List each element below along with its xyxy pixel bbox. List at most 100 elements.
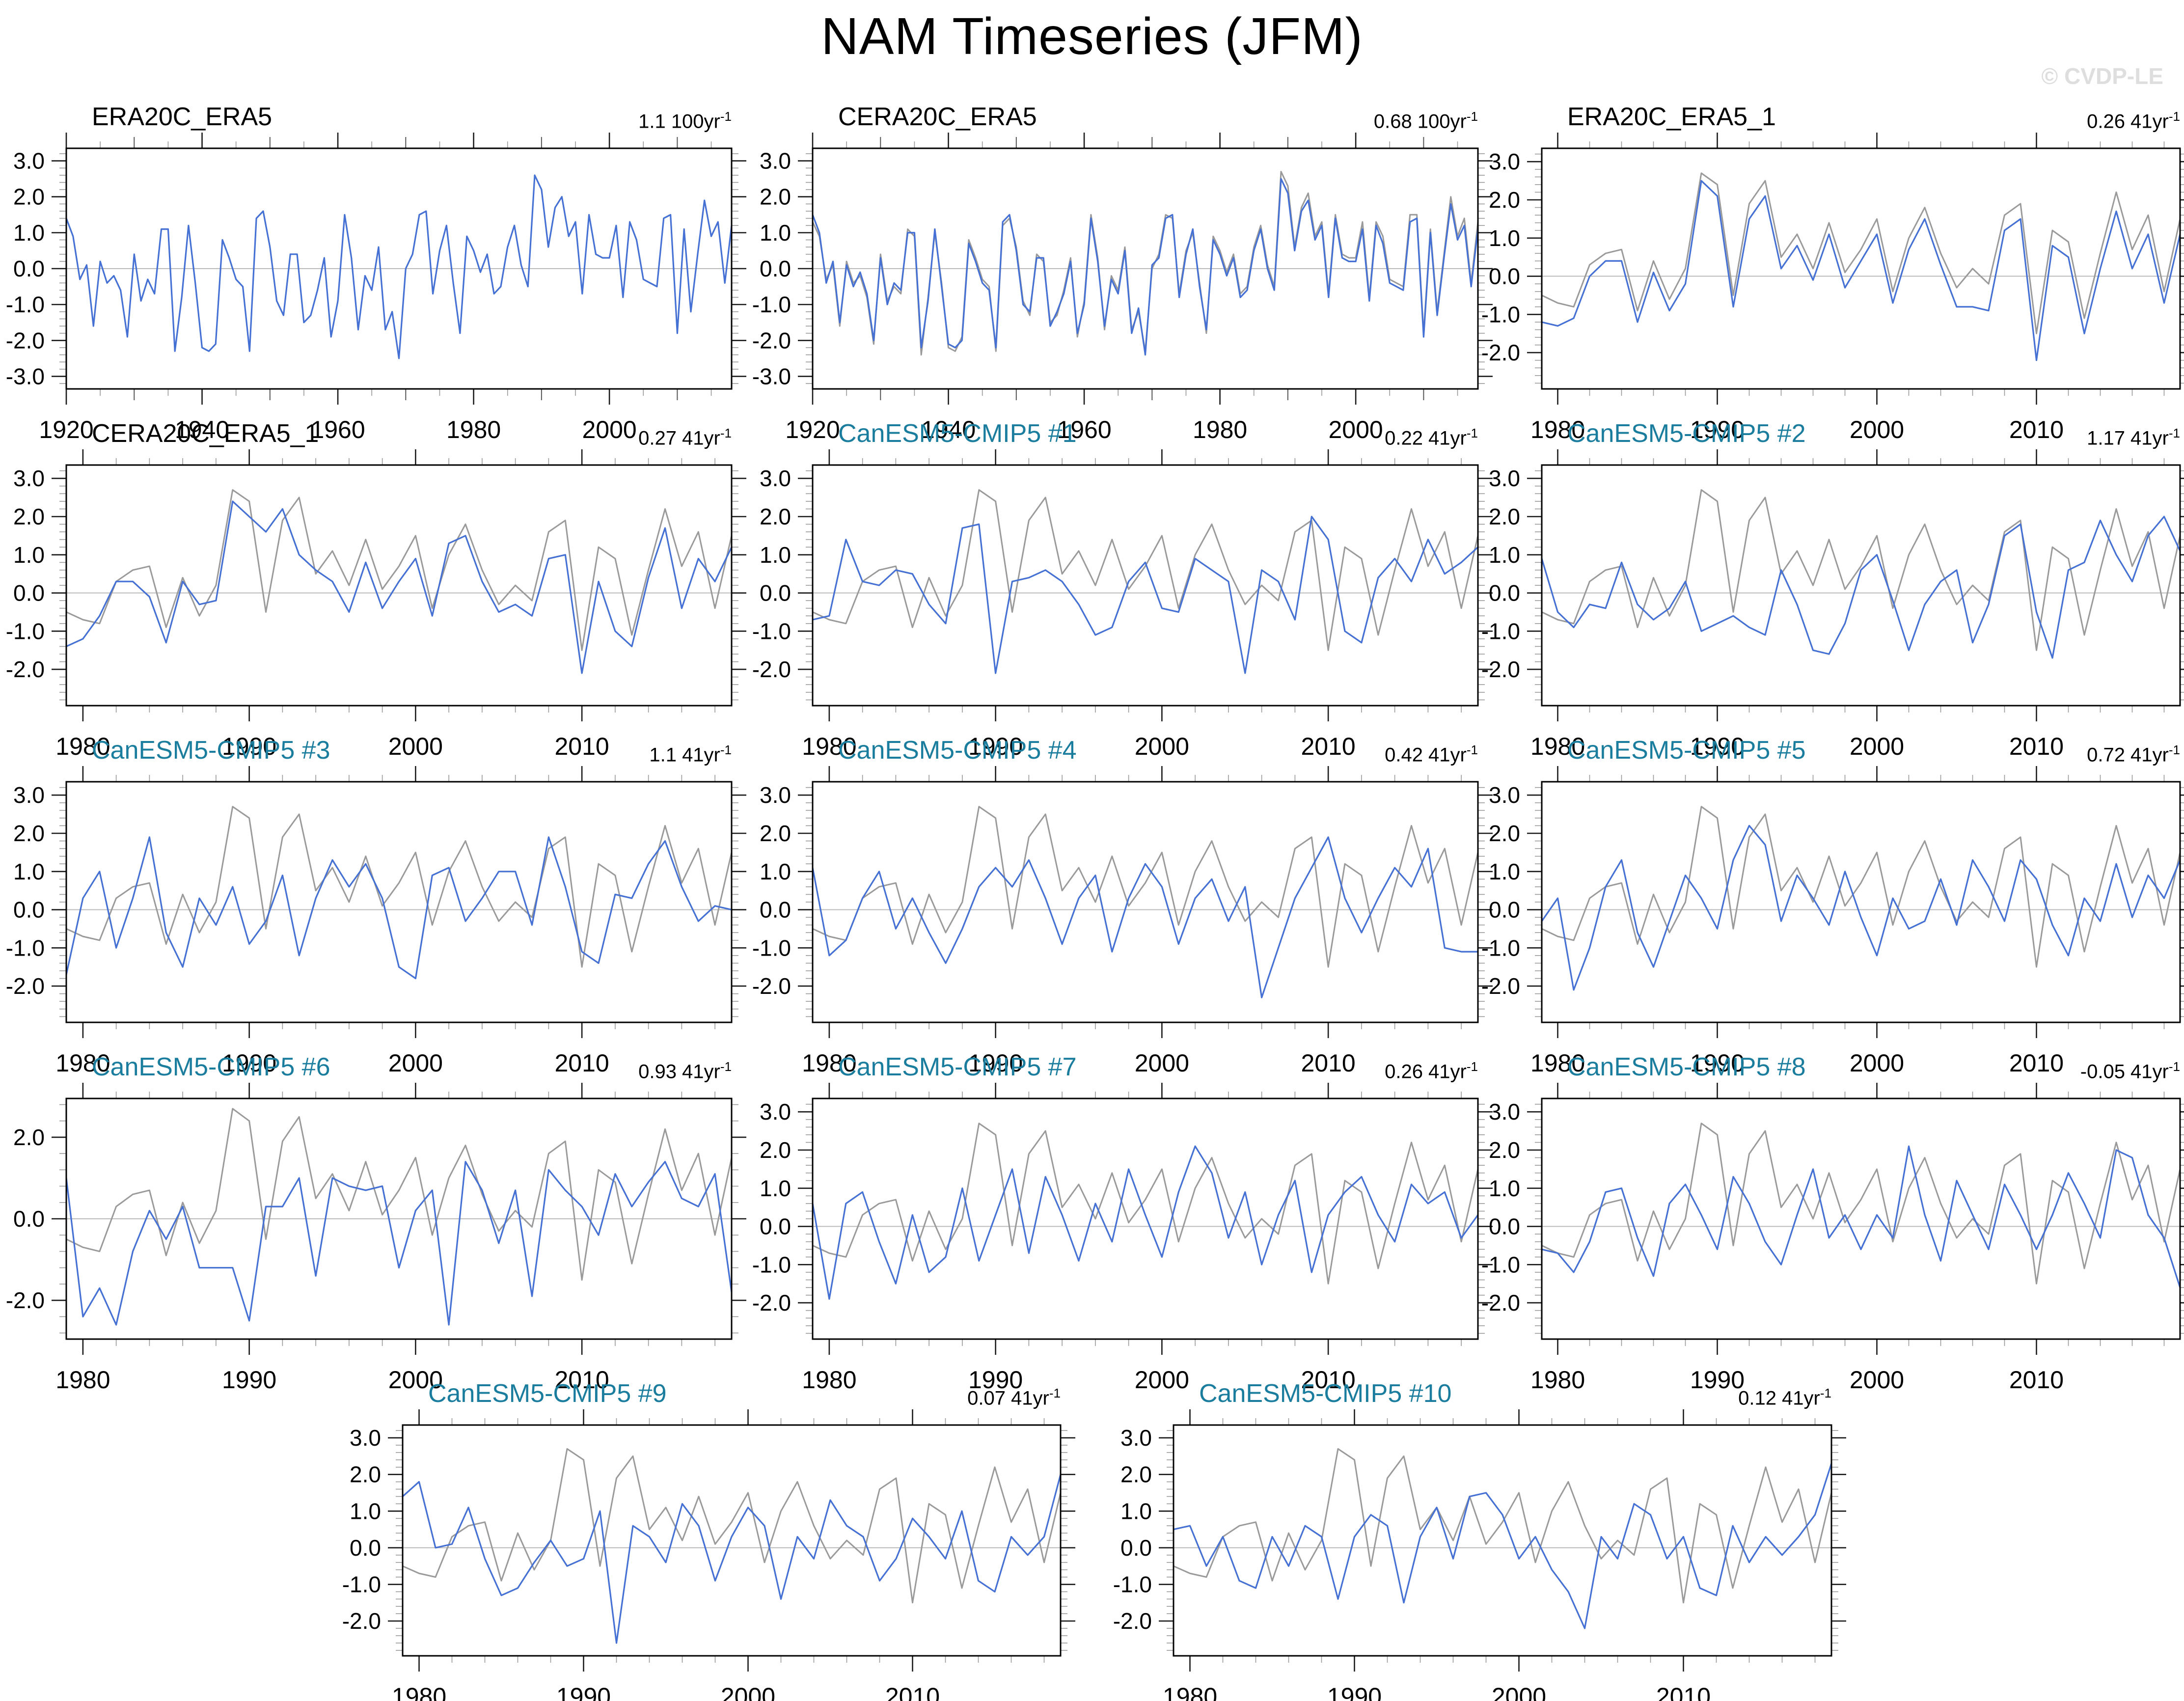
timeseries-panel: CanESM5-CMIP5 #10 0.12 41yr-1 1980 1990 20… <box>1113 1371 1846 1701</box>
x-axis-tick-label: 1980 <box>802 1049 856 1077</box>
y-axis-tick-label: -2.0 <box>752 973 791 999</box>
timeseries-plot: 1920 1940 1960 1980 2000 3.0 2.0 1.0 0.0 -1.0 -2.0… <box>6 133 746 443</box>
timeseries-panel: CanESM5-CMIP5 #7 0.26 41yr-1 1980 1990 200… <box>752 1044 1493 1394</box>
y-axis-tick-label: 2.0 <box>1120 1462 1152 1487</box>
y-axis-tick-label: -1.0 <box>6 935 45 960</box>
y-axis-tick-label: -2.0 <box>1481 657 1520 682</box>
timeseries-panel: ERA20C_ERA5_1 0.26 41yr-1 1980 1990 2000 20… <box>1481 94 2184 443</box>
x-axis-tick-label: 2010 <box>555 733 609 760</box>
watermark: © CVDP-LE <box>2041 63 2163 89</box>
panel-title: CanESM5-CMIP5 #9 <box>428 1379 667 1408</box>
x-axis-tick-label: 2010 <box>555 1049 609 1077</box>
y-axis-tick-label: -1.0 <box>1113 1572 1152 1597</box>
x-axis-tick-label: 2010 <box>2009 416 2064 443</box>
panel-title: CanESM5-CMIP5 #8 <box>1567 1053 1806 1081</box>
panel-title: CanESM5-CMIP5 #3 <box>92 736 330 765</box>
y-axis-tick-label: 3.0 <box>1489 782 1520 808</box>
y-axis-tick-label: 0.0 <box>760 1214 791 1239</box>
y-axis-tick-label: 2.0 <box>13 821 45 846</box>
x-axis-tick-label: 1990 <box>968 1049 1023 1077</box>
plot-frame <box>812 781 1479 1023</box>
y-axis-tick-label: -2.0 <box>6 973 45 999</box>
x-axis-tick-label: 2000 <box>582 416 637 443</box>
x-axis-tick-label: 2010 <box>1656 1683 1711 1701</box>
x-axis-tick-label: 1980 <box>55 733 110 760</box>
timeseries-plot: 1980 1990 2000 2010 3.0 2.0 1.0 0.0 -1.0 -2.0 <box>6 766 746 1077</box>
x-axis-tick-label: 2000 <box>1850 1049 1904 1077</box>
timeseries-plot: 1980 1990 2000 2010 3.0 2.0 1.0 0.0 -1.0 -2.0 <box>1481 1083 2184 1394</box>
x-axis-tick-label: 1980 <box>392 1683 446 1701</box>
x-axis-tick-label: 2000 <box>1135 733 1189 760</box>
timeseries-panel: CanESM5-CMIP5 #9 0.07 41yr-1 1980 1990 200… <box>342 1371 1075 1701</box>
y-axis-tick-label: -1.0 <box>1481 618 1520 644</box>
series-line-primary <box>812 178 1479 356</box>
y-axis-tick-label: 1.0 <box>350 1498 381 1524</box>
series-line-reference <box>1541 172 2181 334</box>
y-axis-tick-label: 1.0 <box>760 859 791 884</box>
y-axis-tick-label: 0.0 <box>13 256 45 281</box>
x-axis-tick-label: 1980 <box>1193 416 1247 443</box>
panel-title: ERA20C_ERA5_1 <box>1567 103 1776 131</box>
y-axis-tick-label: 3.0 <box>1489 149 1520 174</box>
x-axis-tick-label: 2000 <box>1850 416 1904 443</box>
y-axis-tick-label: -3.0 <box>752 363 791 389</box>
timeseries-plot: 1980 1990 2000 2010 3.0 2.0 1.0 0.0 -1.0 -2.0 <box>1481 449 2184 760</box>
timeseries-plot: 1980 1990 2000 2010 3.0 2.0 1.0 0.0 -1.0 -2.0 <box>752 449 1493 760</box>
y-axis-tick-label: 2.0 <box>760 184 791 210</box>
y-axis-tick-label: 2.0 <box>13 504 45 529</box>
y-axis-tick-label: -1.0 <box>752 618 791 644</box>
series-line-reference <box>812 806 1479 968</box>
y-axis-tick-label: 3.0 <box>760 466 791 491</box>
panel-title: CERA20C_ERA5 <box>838 103 1037 131</box>
trend-exponent: -1 <box>2168 426 2180 440</box>
panel-trend-label: -0.05 41yr-1 <box>2080 1059 2180 1083</box>
y-axis-tick-label: -2.0 <box>1113 1608 1152 1634</box>
plot-frame <box>1541 147 2181 390</box>
y-axis-tick-label: 1.0 <box>760 542 791 568</box>
x-axis-tick-label: 2010 <box>1301 733 1356 760</box>
y-axis-tick-label: -1.0 <box>752 292 791 317</box>
x-axis-tick-label: 1960 <box>1057 416 1111 443</box>
panel-trend-label: 0.26 41yr-1 <box>1385 1059 1478 1083</box>
series-line-reference <box>1541 806 2181 968</box>
trend-exponent: -1 <box>720 1059 732 1074</box>
y-axis-tick-label: 3.0 <box>1489 1099 1520 1125</box>
x-axis-tick-label: 1990 <box>1690 733 1745 760</box>
panel-title: CanESM5-CMIP5 #1 <box>838 419 1077 448</box>
x-axis-tick-label: 1980 <box>1530 1049 1585 1077</box>
y-axis-tick-label: 0.0 <box>1489 897 1520 923</box>
panel-trend-label: 0.72 41yr-1 <box>2087 742 2180 766</box>
x-axis-tick-label: 1980 <box>1530 733 1585 760</box>
y-axis-tick-label: 0.0 <box>1489 1214 1520 1239</box>
series-line-reference <box>66 489 733 651</box>
y-axis-tick-label: 2.0 <box>1489 504 1520 529</box>
trend-value: 0.26 41yr <box>2087 110 2169 133</box>
x-axis-tick-label: 1980 <box>802 1366 856 1394</box>
x-axis-tick-label: 1980 <box>1530 1366 1585 1394</box>
timeseries-panel: CanESM5-CMIP5 #3 1.1 41yr-1 1980 1990 2000… <box>6 728 746 1077</box>
x-axis-tick-label: 1940 <box>921 416 976 443</box>
x-axis-tick-label: 1990 <box>1690 1366 1745 1394</box>
series-line-primary <box>1541 516 2181 659</box>
panel-title: CanESM5-CMIP5 #6 <box>92 1053 330 1081</box>
trend-exponent: -1 <box>2168 1059 2180 1074</box>
y-axis-tick-label: 2.0 <box>1489 187 1520 213</box>
timeseries-plot: 1980 1990 2000 2010 3.0 2.0 1.0 0.0 -1.0 -2.0 <box>752 1083 1493 1394</box>
x-axis-tick-label: 2010 <box>2009 1049 2064 1077</box>
series-line-reference <box>812 489 1479 651</box>
trend-value: 1.1 41yr <box>649 744 720 766</box>
panel-trend-label: 1.1 41yr-1 <box>649 742 732 766</box>
y-axis-tick-label: -1.0 <box>1481 302 1520 327</box>
y-axis-tick-label: -1.0 <box>752 1252 791 1277</box>
timeseries-plot: 1980 1990 2000 2010 2.0 0.0 -2.0 <box>6 1083 746 1394</box>
x-axis-tick-label: 1990 <box>968 1366 1023 1394</box>
panel-trend-label: 0.26 41yr-1 <box>2087 109 2180 133</box>
y-axis-tick-label: 2.0 <box>13 184 45 210</box>
x-axis-tick-label: 2010 <box>1301 1366 1356 1394</box>
timeseries-plot: 1980 1990 2000 2010 3.0 2.0 1.0 0.0 -1.0 -2.0 <box>1481 766 2184 1077</box>
y-axis-tick-label: 3.0 <box>760 782 791 808</box>
trend-exponent: -1 <box>1049 1386 1061 1400</box>
series-line-primary <box>1541 180 2181 361</box>
y-axis-tick-label: 1.0 <box>1489 859 1520 884</box>
